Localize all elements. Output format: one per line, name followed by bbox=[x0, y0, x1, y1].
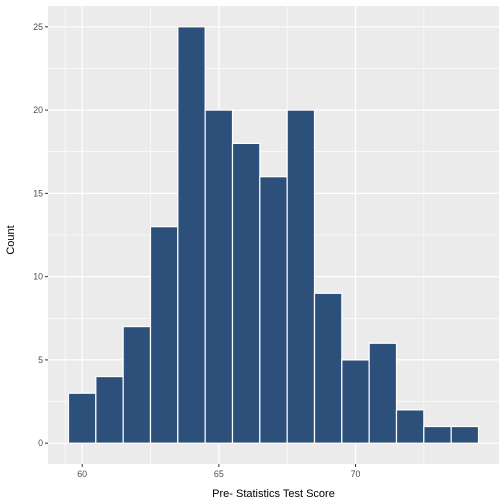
histogram-bar bbox=[341, 359, 370, 444]
histogram-bar bbox=[95, 375, 124, 444]
y-tick-label: 25 bbox=[33, 22, 43, 32]
histogram-bar bbox=[368, 342, 398, 444]
x-tick-label: 65 bbox=[214, 469, 224, 479]
histogram-bar bbox=[395, 409, 425, 444]
histogram-bar bbox=[149, 226, 179, 444]
x-tick-label: 70 bbox=[351, 469, 361, 479]
histogram-bar bbox=[204, 109, 234, 444]
y-tick-label: 10 bbox=[33, 272, 43, 282]
histogram-bar bbox=[286, 109, 316, 444]
histogram-bar bbox=[67, 392, 97, 444]
histogram-bar bbox=[423, 425, 452, 444]
histogram-bar bbox=[231, 142, 261, 444]
histogram-bar bbox=[122, 326, 152, 444]
y-axis-title: Count bbox=[5, 225, 17, 254]
histogram-bars bbox=[67, 26, 480, 444]
y-tick-label: 5 bbox=[38, 355, 43, 365]
x-axis-title: Pre- Statistics Test Score bbox=[212, 488, 335, 500]
y-tick-label: 20 bbox=[33, 105, 43, 115]
x-axis-ticks: 60 65 70 bbox=[77, 464, 360, 479]
y-tick-label: 0 bbox=[38, 438, 43, 448]
y-tick-label: 15 bbox=[33, 188, 43, 198]
histogram-bar bbox=[177, 26, 206, 444]
histogram-bar bbox=[313, 292, 343, 444]
histogram-bar bbox=[450, 425, 480, 444]
histogram-bar bbox=[259, 176, 288, 444]
y-axis-ticks: 0 5 10 15 20 25 bbox=[33, 22, 48, 448]
x-tick-label: 60 bbox=[77, 469, 87, 479]
